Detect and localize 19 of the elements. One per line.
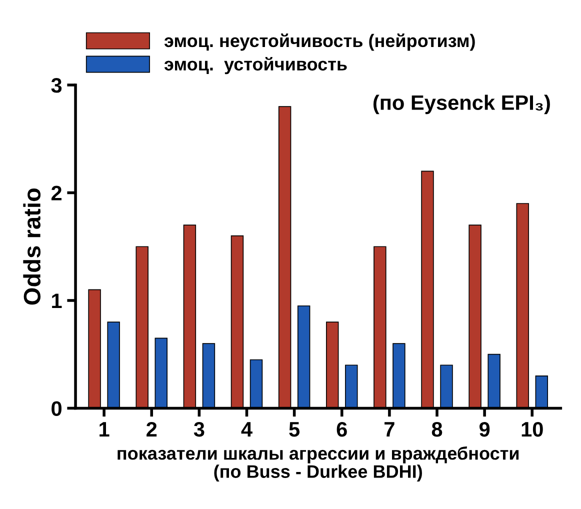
annotation: (по Eysenck EPI₃)	[373, 94, 550, 114]
x-tick-label: 4	[241, 422, 252, 437]
legend-label: эмоц. неустойчивость (нейротизм)	[164, 34, 475, 51]
x-tick-label: 7	[384, 422, 394, 437]
x-tick-label: 8	[432, 422, 442, 437]
x-tick-label: 3	[194, 422, 204, 437]
y-axis-title: Odds ratio	[23, 188, 41, 305]
x-tick-label: 5	[289, 422, 300, 437]
y-tick-label: 2	[51, 186, 62, 200]
x-tick-label: 10	[522, 422, 543, 437]
x-tick-label: 9	[479, 422, 490, 437]
y-tick-label: 0	[52, 401, 62, 416]
x-tick-label: 6	[336, 422, 347, 437]
x-tick-label: 1	[100, 422, 110, 437]
x-tick-label: 2	[146, 422, 157, 437]
legend-label: эмоц. устойчивость	[164, 56, 347, 74]
x-axis-title: показатели шкалы агрессии и враждебности (по Buss - Durkee BDHI)	[118, 446, 519, 482]
y-tick-label: 3	[51, 78, 62, 93]
y-tick-label: 1	[52, 294, 62, 308]
